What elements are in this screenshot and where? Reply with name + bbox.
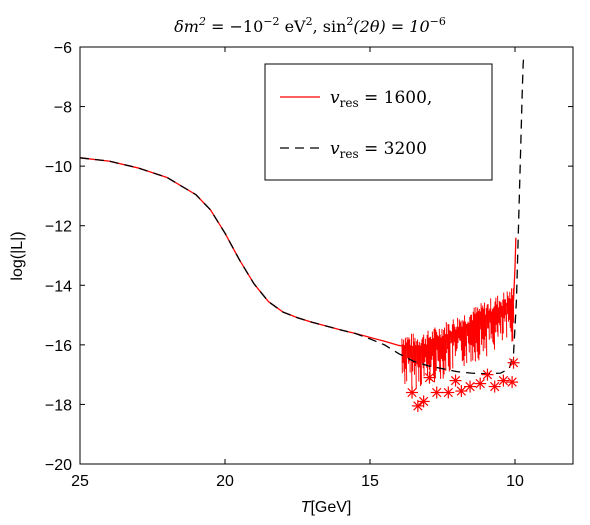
asterisk-marker <box>406 386 419 399</box>
y-tick-label: −14 <box>45 278 72 295</box>
asterisk-stroke <box>498 375 509 386</box>
markers-layer <box>406 356 520 412</box>
legend-label-1600: vres = 1600, <box>330 88 432 110</box>
asterisk-stroke <box>413 401 423 411</box>
asterisk-stroke <box>508 358 519 368</box>
chart-title: δm2 = −10−2 eV2, sin2(2θ) = 10−6 <box>174 15 446 36</box>
title-part-3: eV <box>280 17 307 36</box>
axis-ticks: 25 20 15 10 −20 −18 −16 −14 −12 −10 −8 −6 <box>45 40 573 490</box>
asterisk-marker <box>488 380 501 393</box>
title-part-2: = −10 <box>206 17 263 36</box>
asterisk-marker <box>464 380 477 393</box>
legend1-v: v <box>330 88 340 108</box>
asterisk-marker <box>417 395 430 408</box>
series-layer <box>79 55 525 390</box>
x-tick-label: 25 <box>71 473 89 490</box>
title-sup-2: −2 <box>263 15 279 28</box>
asterisk-stroke <box>490 381 500 392</box>
asterisk-stroke <box>475 378 485 389</box>
x-tick-label: 10 <box>506 473 524 490</box>
legend: vres = 1600, vres = 3200 <box>264 63 493 181</box>
asterisk-marker <box>507 356 520 369</box>
asterisk-stroke <box>507 377 517 387</box>
asterisk-stroke <box>482 369 493 380</box>
series-line-3200 <box>79 55 525 375</box>
y-tick-label: −6 <box>54 40 72 57</box>
asterisk-marker <box>423 371 436 384</box>
title-sup-4: 2 <box>346 15 353 28</box>
asterisk-marker <box>430 386 443 399</box>
y-tick-label: −18 <box>45 397 72 414</box>
legend1-rest: = 1600, <box>359 88 433 108</box>
asterisk-stroke <box>443 387 453 398</box>
y-tick-label: −8 <box>54 100 72 117</box>
asterisk-stroke <box>424 372 435 383</box>
asterisk-marker <box>506 376 519 389</box>
asterisk-marker <box>481 368 494 381</box>
y-tick-label: −20 <box>45 457 72 474</box>
asterisk-stroke <box>465 381 475 392</box>
asterisk-stroke <box>432 387 442 398</box>
asterisk-stroke <box>450 375 461 386</box>
title-part-1: δm <box>174 17 199 36</box>
y-tick-label: −16 <box>45 338 72 355</box>
asterisk-stroke <box>407 387 417 398</box>
y-axis-label: log(|L|) <box>9 231 26 280</box>
legend1-sub: res <box>340 96 359 110</box>
asterisk-marker <box>474 377 487 390</box>
legend-box <box>264 63 493 181</box>
legend2-rest: = 3200 <box>359 139 427 159</box>
title-sup-3: 2 <box>306 15 313 28</box>
title-part-5: (2θ) = 10 <box>353 17 429 36</box>
y-tick-label: −10 <box>45 159 72 176</box>
x-axis-label-T: T <box>301 499 312 516</box>
title-sup-1: 2 <box>198 15 206 28</box>
series-line-1600 <box>79 157 517 349</box>
asterisk-marker <box>455 385 468 398</box>
x-tick-label: 20 <box>216 473 234 490</box>
x-tick-label: 15 <box>361 473 379 490</box>
asterisk-stroke <box>456 386 467 396</box>
title-sup-5: −6 <box>430 15 446 28</box>
title-part-4: , sin <box>313 17 347 36</box>
legend2-v: v <box>330 139 340 159</box>
series-1600-spikes <box>401 288 515 390</box>
x-axis-label: T[GeV] <box>301 499 352 516</box>
legend-label-3200: vres = 3200 <box>330 139 427 161</box>
legend2-sub: res <box>340 147 359 161</box>
x-axis-label-unit: [GeV] <box>310 499 351 516</box>
y-tick-label: −12 <box>45 219 72 236</box>
asterisk-stroke <box>418 396 429 407</box>
plot-area-frame <box>79 46 574 465</box>
asterisk-marker <box>497 374 510 387</box>
asterisk-marker <box>449 374 462 387</box>
series-1600-oscillation <box>401 288 515 390</box>
asterisk-marker <box>442 386 455 399</box>
